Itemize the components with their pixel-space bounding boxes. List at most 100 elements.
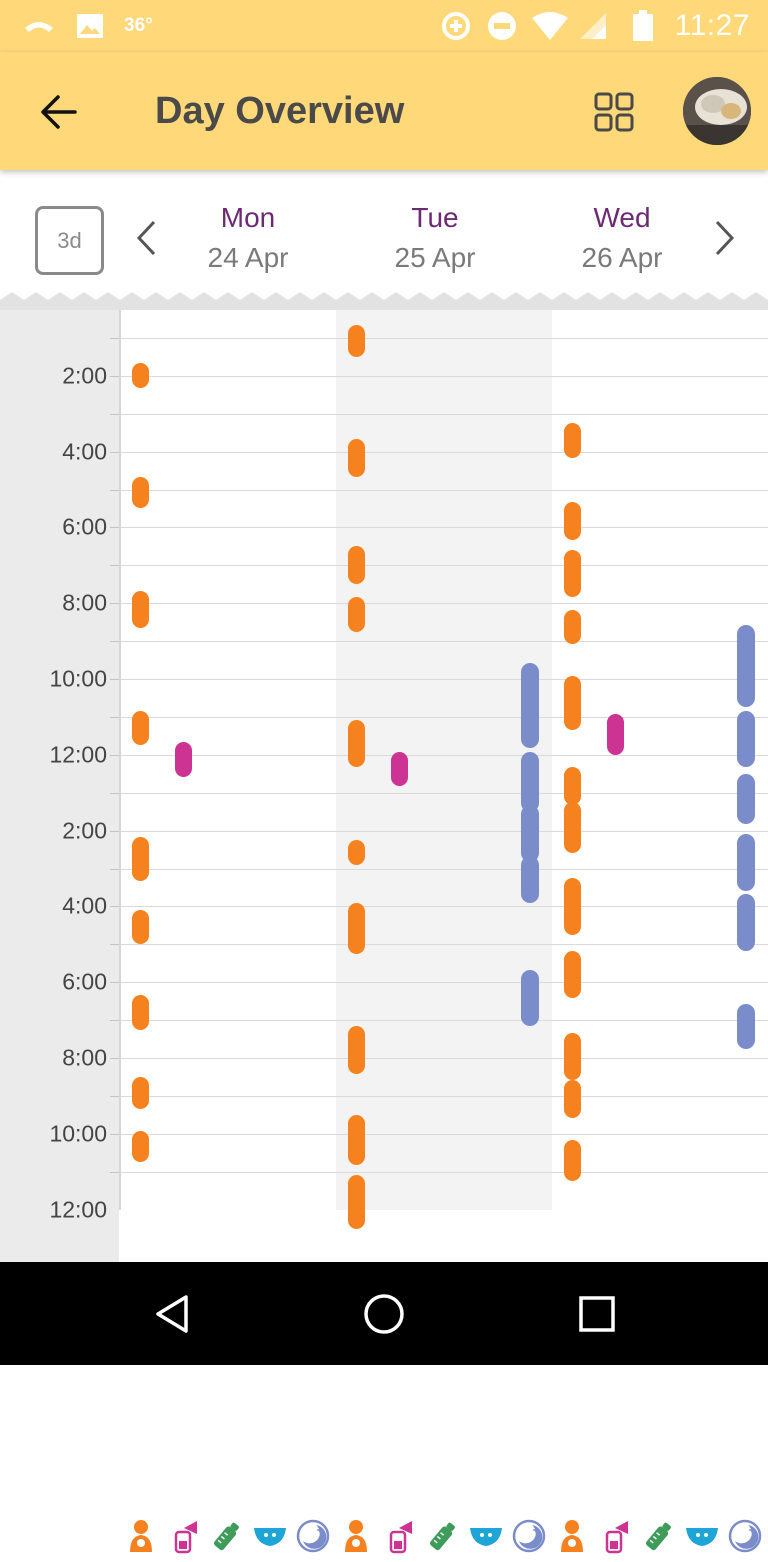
hour-tick bbox=[110, 906, 119, 908]
bottle-icon[interactable] bbox=[641, 1516, 677, 1556]
hour-tick bbox=[110, 679, 119, 680]
signal-icon bbox=[578, 0, 608, 52]
hour-tick bbox=[110, 641, 119, 643]
range-toggle-button[interactable]: 3d bbox=[35, 206, 104, 275]
feeding-event-bar[interactable] bbox=[348, 840, 365, 866]
grid-icon bbox=[594, 92, 634, 132]
feeding-event-bar[interactable] bbox=[564, 767, 581, 806]
breast-pump-icon[interactable] bbox=[382, 1516, 418, 1556]
feeding-event-bar[interactable] bbox=[564, 1032, 581, 1081]
sleep-event-bar[interactable] bbox=[521, 855, 539, 904]
feeding-event-bar[interactable] bbox=[348, 596, 365, 632]
triangle-back-icon bbox=[156, 1295, 188, 1333]
hour-tick bbox=[110, 603, 119, 605]
sleep-event-bar[interactable] bbox=[521, 751, 539, 812]
feeding-event-bar[interactable] bbox=[564, 877, 581, 935]
hour-gridline bbox=[119, 906, 768, 908]
feeding-event-bar[interactable] bbox=[348, 720, 365, 768]
nav-recents-button[interactable] bbox=[571, 1288, 623, 1340]
hour-tick bbox=[110, 337, 119, 339]
feeding-event-bar[interactable] bbox=[348, 1174, 365, 1229]
nav-back-button[interactable] bbox=[146, 1288, 198, 1340]
previous-days-button[interactable] bbox=[126, 210, 166, 266]
sleep-event-bar[interactable] bbox=[737, 833, 755, 891]
nursing-icon[interactable] bbox=[554, 1516, 590, 1556]
time-label: 12:00 bbox=[49, 741, 107, 768]
feeding-event-bar[interactable] bbox=[132, 590, 149, 629]
diaper-icon[interactable] bbox=[468, 1516, 504, 1556]
feeding-event-bar[interactable] bbox=[348, 438, 365, 477]
timeline-grid[interactable]: 2:00 4:00 6:00 8:00 10:00 12:00 2:00 4:00 6:00 8:… bbox=[0, 300, 768, 1562]
feeding-event-bar[interactable] bbox=[564, 549, 581, 597]
feeding-event-bar[interactable] bbox=[348, 1114, 365, 1166]
pumping-event-bar[interactable] bbox=[607, 713, 624, 755]
feeding-event-bar[interactable] bbox=[564, 675, 581, 730]
sleep-event-bar[interactable] bbox=[737, 710, 755, 768]
breast-pump-icon[interactable] bbox=[598, 1516, 634, 1556]
feeding-event-bar[interactable] bbox=[564, 1080, 581, 1118]
sleep-event-bar[interactable] bbox=[737, 893, 755, 951]
feeding-event-bar[interactable] bbox=[132, 710, 149, 746]
next-days-button[interactable] bbox=[705, 210, 745, 266]
grid-view-button[interactable] bbox=[586, 84, 642, 140]
hour-tick bbox=[110, 1058, 119, 1059]
sleep-event-bar[interactable] bbox=[737, 1004, 755, 1049]
sleep-event-bar[interactable] bbox=[737, 625, 755, 708]
hour-tick bbox=[110, 868, 119, 870]
hour-tick bbox=[110, 754, 119, 756]
chevron-left-icon bbox=[136, 220, 156, 256]
diaper-icon[interactable] bbox=[684, 1516, 720, 1556]
time-gutter bbox=[0, 300, 119, 1262]
pumping-event-bar[interactable] bbox=[175, 742, 192, 777]
feeding-event-bar[interactable] bbox=[132, 476, 149, 509]
sleep-event-bar[interactable] bbox=[521, 969, 539, 1027]
clock-text: 11:27 bbox=[674, 9, 750, 42]
back-button[interactable] bbox=[28, 82, 88, 142]
feeding-event-bar[interactable] bbox=[348, 546, 365, 585]
hour-gridline bbox=[119, 716, 768, 718]
sleep-moon-icon[interactable] bbox=[295, 1516, 331, 1556]
day-header-tue[interactable]: Tue 25 Apr bbox=[355, 200, 515, 280]
feeding-event-bar[interactable] bbox=[348, 1026, 365, 1074]
diaper-icon[interactable] bbox=[252, 1516, 288, 1556]
time-axis-line bbox=[119, 300, 121, 1210]
feeding-event-bar[interactable] bbox=[564, 1140, 581, 1182]
sleep-event-bar[interactable] bbox=[521, 805, 539, 863]
nav-home-button[interactable] bbox=[358, 1288, 410, 1340]
feeding-event-bar[interactable] bbox=[132, 994, 149, 1030]
feeding-event-bar[interactable] bbox=[132, 1130, 149, 1163]
feeding-event-bar[interactable] bbox=[564, 502, 581, 541]
bottle-icon[interactable] bbox=[425, 1516, 461, 1556]
feeding-event-bar[interactable] bbox=[564, 950, 581, 998]
bottle-icon[interactable] bbox=[209, 1516, 245, 1556]
nursing-icon[interactable] bbox=[123, 1516, 159, 1556]
time-label: 8:00 bbox=[62, 1044, 107, 1071]
day-header-mon[interactable]: Mon 24 Apr bbox=[168, 200, 328, 280]
feeding-event-bar[interactable] bbox=[348, 903, 365, 954]
system-nav-bar bbox=[0, 1262, 768, 1365]
day-header-wed[interactable]: Wed 26 Apr bbox=[542, 200, 702, 280]
nursing-icon[interactable] bbox=[338, 1516, 374, 1556]
hour-gridline bbox=[119, 792, 768, 794]
feeding-event-bar[interactable] bbox=[132, 836, 149, 882]
battery-icon bbox=[632, 0, 654, 52]
sleep-moon-icon[interactable] bbox=[511, 1516, 547, 1556]
sleep-moon-icon[interactable] bbox=[727, 1516, 763, 1556]
sleep-event-bar[interactable] bbox=[521, 663, 539, 749]
feeding-event-bar[interactable] bbox=[564, 802, 581, 853]
feeding-event-bar[interactable] bbox=[132, 1076, 149, 1109]
day-name: Tue bbox=[411, 202, 459, 233]
baby-avatar[interactable] bbox=[683, 77, 751, 145]
pumping-event-bar[interactable] bbox=[391, 751, 408, 787]
feeding-event-bar[interactable] bbox=[132, 363, 149, 389]
feeding-event-bar[interactable] bbox=[564, 423, 581, 458]
time-label: 12:00 bbox=[49, 1196, 107, 1223]
feeding-event-bar[interactable] bbox=[564, 609, 581, 645]
sleep-event-bar[interactable] bbox=[737, 773, 755, 825]
feeding-event-bar[interactable] bbox=[132, 909, 149, 945]
hour-gridline bbox=[119, 375, 768, 377]
feeding-event-bar[interactable] bbox=[348, 325, 365, 357]
time-label: 2:00 bbox=[62, 362, 107, 389]
breast-pump-icon[interactable] bbox=[167, 1516, 203, 1556]
hour-tick bbox=[110, 1095, 119, 1097]
